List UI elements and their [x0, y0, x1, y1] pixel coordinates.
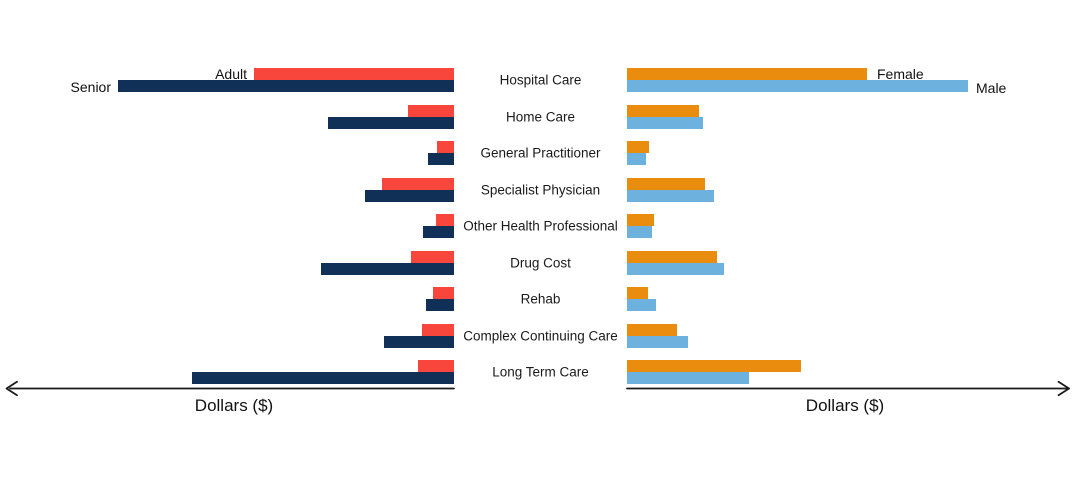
- bar-adult-general-practitioner: [437, 141, 454, 153]
- bar-female-long-term-care: [627, 360, 801, 372]
- category-label-specialist-physician: Specialist Physician: [480, 182, 601, 197]
- bar-male-hospital-care: [627, 80, 968, 92]
- bar-adult-other-health-professional: [436, 214, 454, 226]
- bar-adult-long-term-care: [418, 360, 454, 372]
- bar-senior-complex-continuing-care: [384, 335, 454, 348]
- bar-male-other-health-professional: [627, 226, 652, 238]
- bar-female-drug-cost: [627, 250, 717, 263]
- bar-male-home-care: [627, 116, 703, 129]
- bar-male-long-term-care: [627, 372, 749, 384]
- category-label-home-care: Home Care: [505, 109, 576, 124]
- left-axis-label: Dollars ($): [194, 396, 274, 415]
- bar-female-complex-continuing-care: [627, 323, 677, 336]
- bar-senior-other-health-professional: [423, 226, 454, 238]
- series-label-male: Male: [976, 80, 1007, 96]
- right-axis-label: Dollars ($): [805, 396, 885, 415]
- category-label-rehab: Rehab: [520, 291, 561, 307]
- bar-senior-rehab: [426, 299, 454, 311]
- bar-adult-home-care: [408, 104, 454, 117]
- series-label-female: Female: [877, 66, 924, 82]
- category-label-other-health-professional: Other Health Professional: [463, 218, 618, 234]
- bar-female-hospital-care: [627, 68, 867, 80]
- bar-female-general-practitioner: [627, 141, 649, 153]
- bar-senior-drug-cost: [321, 262, 454, 275]
- category-label-long-term-care: Long Term Care: [492, 364, 589, 380]
- bar-female-other-health-professional: [627, 214, 654, 226]
- bar-male-specialist-physician: [627, 189, 714, 202]
- bar-female-home-care: [627, 104, 699, 117]
- bar-adult-hospital-care: [254, 68, 454, 80]
- series-label-adult: Adult: [215, 66, 247, 82]
- category-label-general-practitioner: General Practitioner: [480, 145, 601, 161]
- bar-female-specialist-physician: [627, 177, 705, 190]
- bar-adult-complex-continuing-care: [422, 323, 454, 336]
- category-label-drug-cost: Drug Cost: [510, 255, 571, 270]
- bar-senior-general-practitioner: [428, 153, 454, 165]
- right-arrowhead-icon: [1057, 380, 1070, 397]
- bar-male-drug-cost: [627, 262, 724, 275]
- bar-adult-specialist-physician: [382, 177, 454, 190]
- bar-senior-hospital-care: [118, 80, 454, 92]
- bar-male-general-practitioner: [627, 153, 646, 165]
- category-label-complex-continuing-care: Complex Continuing Care: [463, 328, 618, 343]
- bar-senior-long-term-care: [192, 372, 454, 384]
- series-label-senior: Senior: [70, 79, 111, 95]
- bar-adult-drug-cost: [411, 250, 454, 263]
- bar-male-rehab: [627, 299, 656, 311]
- bar-senior-specialist-physician: [365, 189, 454, 202]
- left-arrowhead-icon: [5, 380, 18, 397]
- bar-senior-home-care: [328, 116, 454, 129]
- bar-adult-rehab: [433, 287, 454, 299]
- category-label-hospital-care: Hospital Care: [499, 72, 582, 88]
- bar-female-rehab: [627, 287, 648, 299]
- bar-male-complex-continuing-care: [627, 335, 688, 348]
